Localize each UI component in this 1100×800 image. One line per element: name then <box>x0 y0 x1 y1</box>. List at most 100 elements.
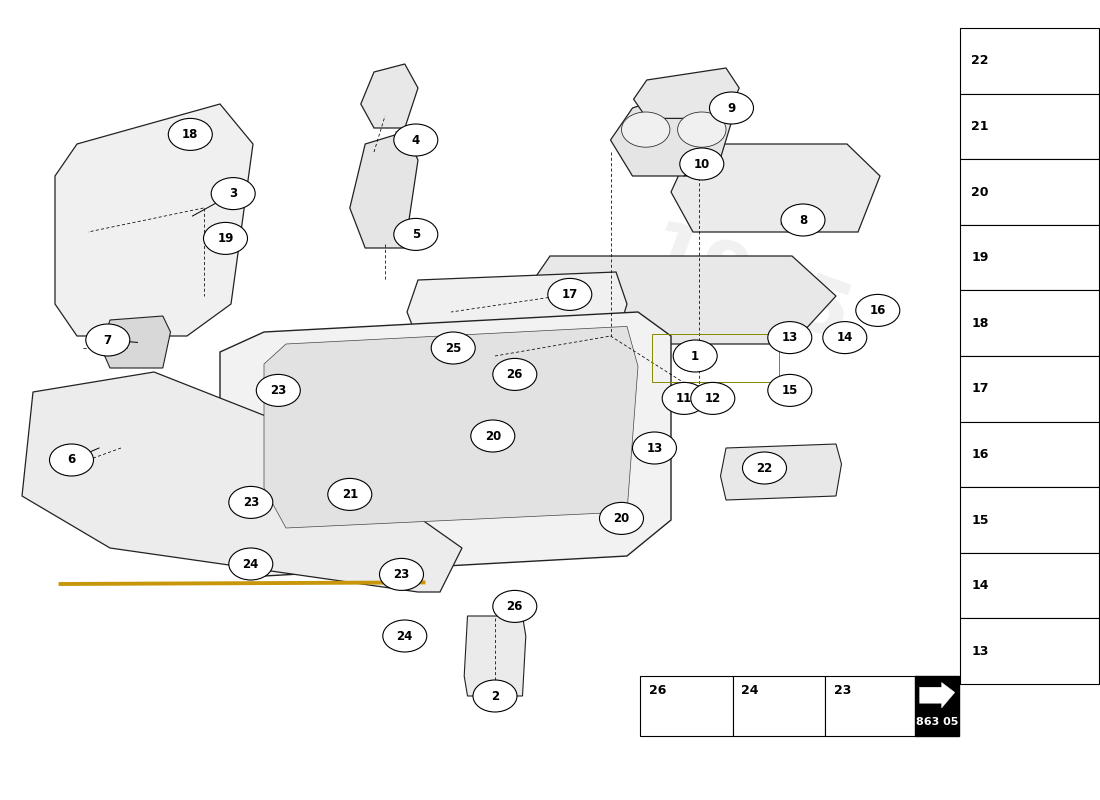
Text: 22: 22 <box>971 54 989 67</box>
Polygon shape <box>517 256 836 344</box>
Circle shape <box>229 486 273 518</box>
Polygon shape <box>101 316 170 368</box>
Text: 20: 20 <box>485 430 501 442</box>
Text: 26: 26 <box>507 600 522 613</box>
Text: 24: 24 <box>741 685 759 698</box>
Circle shape <box>768 322 812 354</box>
Text: 18: 18 <box>183 128 198 141</box>
Polygon shape <box>407 272 627 340</box>
Text: 6: 6 <box>67 454 76 466</box>
Circle shape <box>394 218 438 250</box>
Text: 19: 19 <box>971 251 989 264</box>
FancyBboxPatch shape <box>960 553 1099 618</box>
Text: 20: 20 <box>971 186 989 198</box>
Circle shape <box>621 112 670 147</box>
Circle shape <box>493 358 537 390</box>
Circle shape <box>431 332 475 364</box>
Text: 24: 24 <box>397 630 412 642</box>
Text: eurogres: eurogres <box>279 382 645 450</box>
Text: 5: 5 <box>411 228 420 241</box>
Text: 2: 2 <box>491 690 499 702</box>
Text: a passion for parts since 1985: a passion for parts since 1985 <box>293 505 521 567</box>
Text: 1: 1 <box>691 350 700 362</box>
Circle shape <box>680 148 724 180</box>
Circle shape <box>781 204 825 236</box>
Text: 15: 15 <box>782 384 797 397</box>
Text: 15: 15 <box>971 514 989 526</box>
FancyBboxPatch shape <box>915 676 959 736</box>
Polygon shape <box>671 144 880 232</box>
Circle shape <box>632 432 676 464</box>
Text: 4: 4 <box>411 134 420 146</box>
Circle shape <box>662 382 706 414</box>
Circle shape <box>379 558 424 590</box>
Text: 24: 24 <box>243 558 258 570</box>
Circle shape <box>473 680 517 712</box>
Text: 17: 17 <box>562 288 578 301</box>
Text: 13: 13 <box>782 331 797 344</box>
Text: 863 05: 863 05 <box>916 717 958 726</box>
Text: 21: 21 <box>971 120 989 133</box>
Text: 22: 22 <box>757 462 772 474</box>
Polygon shape <box>634 68 739 118</box>
Polygon shape <box>464 616 526 696</box>
FancyBboxPatch shape <box>960 94 1099 159</box>
Text: 18: 18 <box>971 317 989 330</box>
Polygon shape <box>22 372 462 592</box>
Circle shape <box>383 620 427 652</box>
FancyBboxPatch shape <box>960 618 1099 684</box>
Text: 1985: 1985 <box>636 217 860 359</box>
FancyBboxPatch shape <box>960 159 1099 225</box>
Circle shape <box>600 502 643 534</box>
FancyBboxPatch shape <box>960 290 1099 356</box>
Text: 12: 12 <box>705 392 720 405</box>
Polygon shape <box>350 132 418 248</box>
Circle shape <box>856 294 900 326</box>
FancyBboxPatch shape <box>960 28 1099 94</box>
Circle shape <box>742 452 786 484</box>
Circle shape <box>204 222 248 254</box>
Polygon shape <box>610 80 737 176</box>
Text: 25: 25 <box>446 342 461 354</box>
Text: 14: 14 <box>971 579 989 592</box>
FancyBboxPatch shape <box>825 676 917 736</box>
Text: 21: 21 <box>342 488 358 501</box>
Circle shape <box>768 374 812 406</box>
FancyBboxPatch shape <box>640 676 733 736</box>
FancyBboxPatch shape <box>960 487 1099 553</box>
Text: 13: 13 <box>971 645 989 658</box>
Text: 23: 23 <box>834 685 851 698</box>
Text: 16: 16 <box>971 448 989 461</box>
Circle shape <box>86 324 130 356</box>
Polygon shape <box>920 682 955 708</box>
Circle shape <box>168 118 212 150</box>
Circle shape <box>548 278 592 310</box>
Text: 23: 23 <box>243 496 258 509</box>
Circle shape <box>691 382 735 414</box>
Polygon shape <box>264 326 638 528</box>
Circle shape <box>394 124 438 156</box>
Polygon shape <box>55 104 253 336</box>
Text: 14: 14 <box>837 331 852 344</box>
Text: 17: 17 <box>971 382 989 395</box>
Text: 23: 23 <box>394 568 409 581</box>
Circle shape <box>493 590 537 622</box>
Circle shape <box>328 478 372 510</box>
Polygon shape <box>361 64 418 128</box>
FancyBboxPatch shape <box>960 356 1099 422</box>
Circle shape <box>50 444 94 476</box>
Text: 13: 13 <box>647 442 662 454</box>
Circle shape <box>211 178 255 210</box>
Circle shape <box>823 322 867 354</box>
Circle shape <box>678 112 726 147</box>
Text: 26: 26 <box>507 368 522 381</box>
Circle shape <box>673 340 717 372</box>
Text: 26: 26 <box>649 685 667 698</box>
Circle shape <box>710 92 754 124</box>
Circle shape <box>471 420 515 452</box>
FancyBboxPatch shape <box>960 422 1099 487</box>
Text: 19: 19 <box>218 232 233 245</box>
Text: 9: 9 <box>727 102 736 114</box>
Text: 3: 3 <box>229 187 238 200</box>
Polygon shape <box>220 312 671 576</box>
